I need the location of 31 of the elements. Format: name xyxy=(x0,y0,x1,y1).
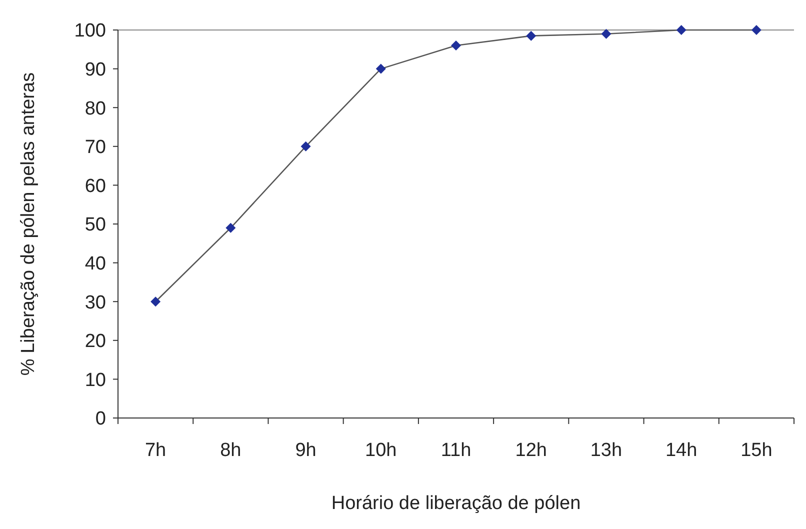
y-tick-label: 60 xyxy=(84,176,106,197)
point xyxy=(150,296,161,307)
point xyxy=(376,64,386,74)
point xyxy=(451,40,461,51)
x-tick-label: 13h xyxy=(590,440,622,461)
x-tick-label: 12h xyxy=(515,440,547,461)
x-tick-label: 9h xyxy=(295,440,316,461)
point xyxy=(226,222,236,233)
y-tick-label: 100 xyxy=(74,20,106,42)
point xyxy=(751,25,762,35)
y-tick-label: 80 xyxy=(84,98,106,120)
y-axis-title: % Liberação de pólen pelas anteras xyxy=(18,72,39,376)
y-tick-label: 50 xyxy=(84,214,106,236)
point xyxy=(526,30,536,41)
y-tick-label: 40 xyxy=(84,253,106,274)
y-tick-label: 70 xyxy=(84,137,106,158)
point xyxy=(601,28,612,39)
x-tick-label: 14h xyxy=(665,440,698,461)
y-tick-label: 90 xyxy=(84,59,106,80)
point xyxy=(676,25,686,35)
y-tick-label: 30 xyxy=(84,292,106,314)
y-tick-label: 10 xyxy=(84,370,106,391)
x-tick-label: 7h xyxy=(144,440,166,461)
x-tick-label: 8h xyxy=(220,440,242,461)
x-tick-label: 10h xyxy=(365,440,397,461)
x-tick-label: 15h xyxy=(740,440,772,461)
y-tick-label: 0 xyxy=(95,408,106,430)
x-tick-label: 11h xyxy=(440,440,472,461)
point xyxy=(300,141,311,152)
x-axis-title: Horário de liberação de pólen xyxy=(331,493,581,514)
y-tick-label: 20 xyxy=(84,331,106,352)
